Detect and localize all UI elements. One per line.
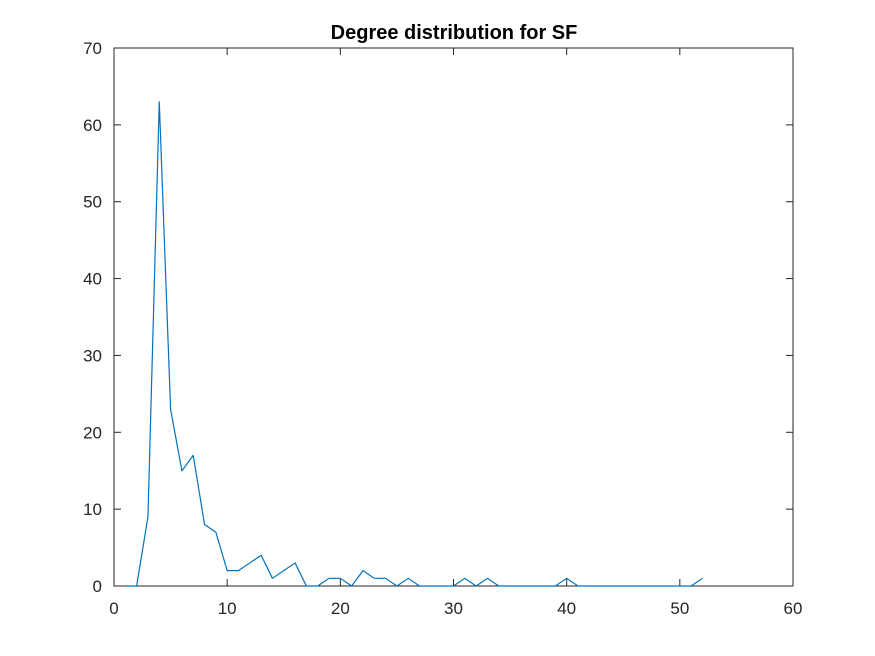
- data-point: [679, 585, 680, 586]
- x-tick-label: 10: [218, 599, 237, 618]
- data-point: [340, 578, 341, 579]
- x-tick-label: 40: [557, 599, 576, 618]
- data-point: [611, 585, 612, 586]
- data-point: [147, 516, 148, 517]
- y-tick-label: 60: [83, 116, 102, 135]
- x-tick-label: 30: [444, 599, 463, 618]
- data-point: [566, 578, 567, 579]
- data-point: [238, 570, 239, 571]
- data-point: [328, 578, 329, 579]
- y-tick-label: 40: [83, 270, 102, 289]
- data-point: [430, 585, 431, 586]
- data-point: [136, 585, 137, 586]
- data-point: [702, 578, 703, 579]
- data-point: [453, 585, 454, 586]
- data-point: [691, 585, 692, 586]
- data-point: [170, 409, 171, 410]
- data-point: [227, 570, 228, 571]
- data-point: [159, 101, 160, 102]
- y-tick-label: 30: [83, 346, 102, 365]
- y-tick-label: 0: [93, 577, 102, 596]
- data-point: [294, 562, 295, 563]
- data-point: [464, 578, 465, 579]
- data-point: [374, 578, 375, 579]
- data-point: [668, 585, 669, 586]
- data-point: [408, 578, 409, 579]
- chart-title: Degree distribution for SF: [331, 22, 578, 44]
- data-point: [317, 585, 318, 586]
- data-point: [476, 585, 477, 586]
- data-point: [623, 585, 624, 586]
- data-point: [521, 585, 522, 586]
- y-tick-label: 50: [83, 193, 102, 212]
- data-point: [577, 585, 578, 586]
- x-tick-label: 20: [331, 599, 350, 618]
- data-point: [272, 578, 273, 579]
- data-point: [487, 578, 488, 579]
- data-point: [645, 585, 646, 586]
- data-point: [396, 585, 397, 586]
- series-line-0: [125, 101, 703, 587]
- data-point: [261, 555, 262, 556]
- data-point: [204, 524, 205, 525]
- data-point: [125, 585, 126, 586]
- y-tick-label: 20: [83, 423, 102, 442]
- y-tick-label: 70: [83, 39, 102, 58]
- data-point: [532, 585, 533, 586]
- data-point: [657, 585, 658, 586]
- data-point: [634, 585, 635, 586]
- data-point: [498, 585, 499, 586]
- axes-box: [113, 47, 794, 587]
- x-tick-label: 50: [670, 599, 689, 618]
- data-point: [385, 578, 386, 579]
- data-point: [351, 585, 352, 586]
- data-point: [215, 532, 216, 533]
- data-point: [362, 570, 363, 571]
- data-point: [419, 585, 420, 586]
- data-point: [306, 585, 307, 586]
- data-point: [193, 455, 194, 456]
- data-point: [283, 570, 284, 571]
- data-point: [181, 470, 182, 471]
- data-point: [442, 585, 443, 586]
- plot-area: 0 10 20 30 40 50 60 0 10 20 30 40 50 60 70: [83, 39, 802, 618]
- data-point: [249, 562, 250, 563]
- x-tick-label: 60: [784, 599, 803, 618]
- y-tick-label: 10: [83, 500, 102, 519]
- data-point: [509, 585, 510, 586]
- data-point: [589, 585, 590, 586]
- data-point: [555, 585, 556, 586]
- data-point: [600, 585, 601, 586]
- data-point: [543, 585, 544, 586]
- x-tick-label: 0: [109, 599, 118, 618]
